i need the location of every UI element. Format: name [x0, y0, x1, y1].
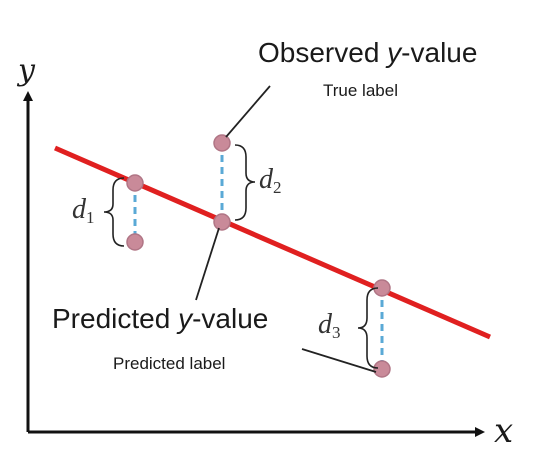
predicted-point-2 — [213, 213, 231, 231]
pointer-predicted — [195, 227, 220, 301]
distance-label-d1: d1 — [72, 194, 95, 227]
observed-y-value-title: Observed y-value — [258, 37, 477, 68]
observed-point-3 — [373, 360, 391, 378]
pointer-observed — [225, 85, 271, 138]
distance-label-d2: d2 — [259, 164, 282, 197]
true-label-text: True label — [323, 81, 398, 100]
brace-d2 — [234, 144, 256, 221]
predicted-y-value-title: Predicted y-value — [52, 303, 268, 334]
predicted-point-1 — [126, 174, 144, 192]
predicted-label-text: Predicted label — [113, 354, 225, 373]
observed-point-2 — [213, 134, 231, 152]
x-axis-label: x — [494, 411, 513, 451]
observed-point-1 — [126, 233, 144, 251]
pointer-d3 — [301, 348, 377, 373]
distance-label-d3: d3 — [318, 309, 341, 342]
brace-d3 — [357, 287, 379, 369]
y-axis-label: y — [16, 53, 36, 88]
brace-d1 — [103, 177, 125, 247]
